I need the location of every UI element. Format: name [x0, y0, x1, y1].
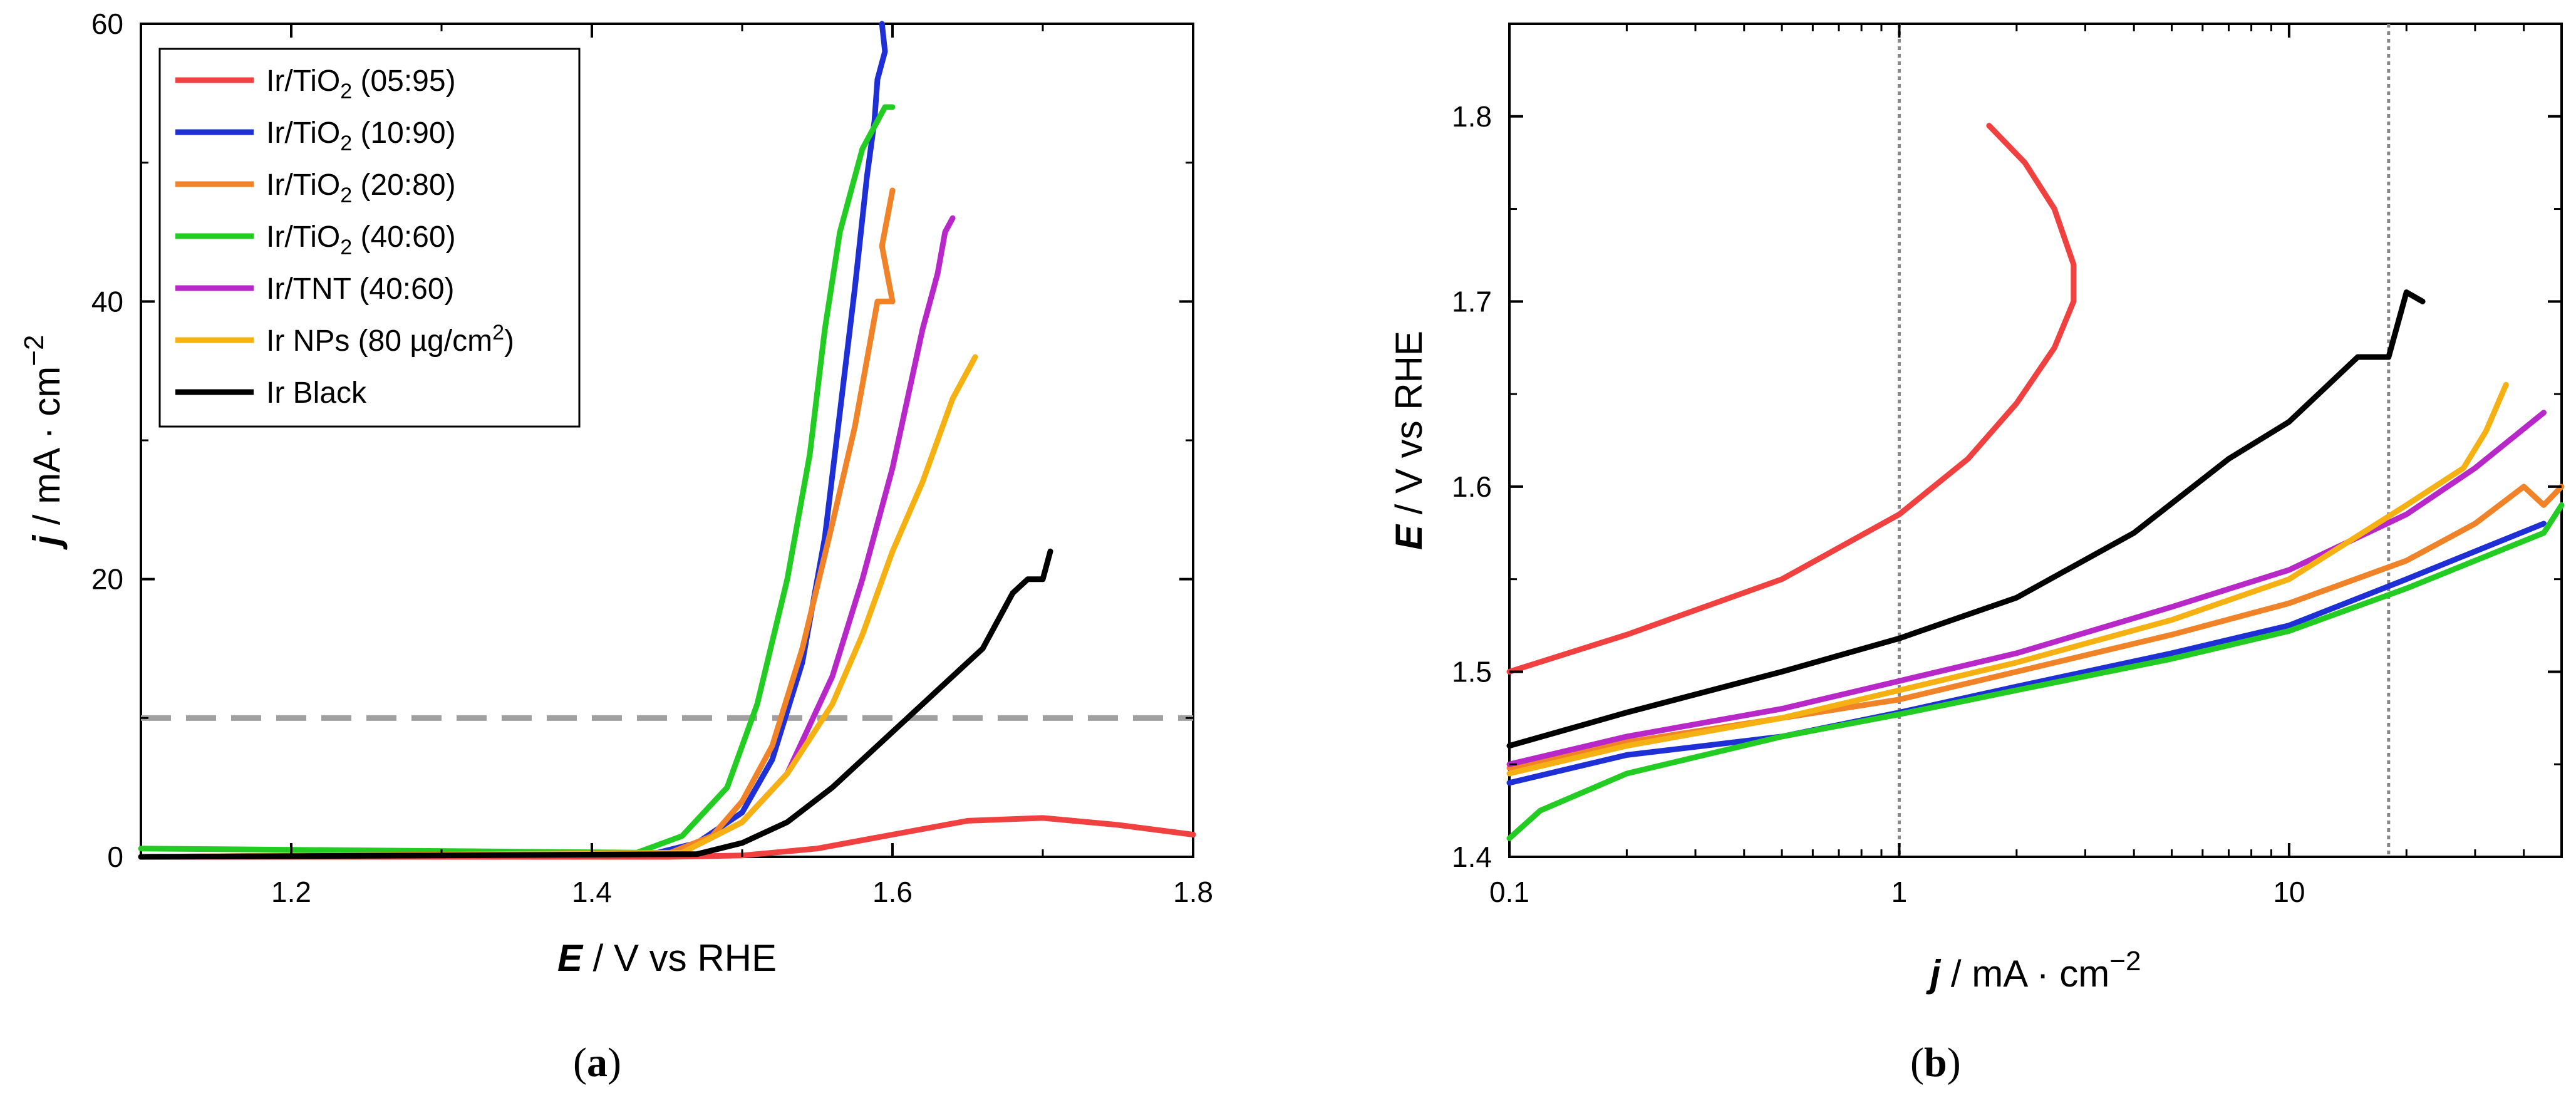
- panel-b-plot-area: [1508, 23, 2563, 858]
- panel-a-legend: Ir/TiO2 (05:95) Ir/TiO2 (10:90) Ir/TiO2 (2…: [158, 48, 581, 428]
- y-tick-label: 60: [91, 8, 123, 40]
- legend-label-ir_tio2_10_90: Ir/TiO2 (10:90): [266, 117, 456, 155]
- x-tick-label: 10: [2273, 876, 2305, 908]
- series-line-ir_black: [138, 548, 1053, 860]
- panel-b-x-axis-title: j / mA · cm−2: [1926, 946, 2141, 995]
- legend-label-ir_black: Ir Black: [266, 376, 367, 410]
- panel-b-ticks: 0.1 1 10 1.4 1.5 1.6 1.7 1.8: [1452, 24, 2563, 908]
- series-line-ir_tio2_10_90: [1506, 521, 2547, 786]
- x-tick-label: 1.6: [872, 876, 913, 908]
- panel-b-y-axis-title: E / V vs RHE: [1388, 331, 1430, 550]
- series-line-ir_tnt_40_60: [1506, 410, 2547, 767]
- panel-a-series: [138, 21, 1196, 860]
- x-tick-label: 0.1: [1489, 876, 1529, 908]
- panel-a-y-axis-title: j / mA · cm−2: [19, 335, 68, 551]
- y-tick-label: 20: [91, 563, 123, 596]
- series-line-ir_tio2_05_95: [1506, 123, 2077, 675]
- series-line-ir_nps: [138, 354, 978, 860]
- legend-label-ir_nps: Ir NPs (80 µg/cm2): [266, 321, 514, 358]
- panel-b-reference-lines: [1897, 24, 2391, 857]
- panel-a-x-axis-title: E / V vs RHE: [557, 937, 777, 979]
- legend-label-ir_tio2_05_95: Ir/TiO2 (05:95): [266, 65, 456, 103]
- series-line-ir_black: [1506, 289, 2426, 749]
- y-tick-label: 1.7: [1452, 285, 1492, 318]
- series-line-ir_tio2_40_60: [138, 104, 896, 856]
- series-line-ir_tio2_40_60: [1506, 502, 2565, 841]
- x-tick-label: 1.4: [572, 876, 612, 908]
- y-tick-label: 1.8: [1452, 100, 1492, 133]
- y-tick-label: 1.6: [1452, 470, 1492, 503]
- y-tick-label: 1.4: [1452, 841, 1492, 873]
- y-tick-label: 0: [107, 841, 123, 873]
- y-tick-label: 40: [91, 285, 123, 318]
- panel-a-ticks: 1.2 1.4 1.6 1.8 0 20 40 60: [91, 8, 1213, 908]
- panel-b-label: (b): [1910, 1040, 1961, 1085]
- legend-label-ir_tnt_40_60: Ir/TNT (40:60): [266, 272, 455, 306]
- panel-b-series: [1506, 123, 2565, 841]
- x-tick-label: 1: [1891, 876, 1908, 908]
- panel-a-label: (a): [573, 1040, 621, 1085]
- x-tick-label: 1.2: [271, 876, 311, 908]
- y-tick-label: 1.5: [1452, 655, 1492, 688]
- legend-label-ir_tio2_40_60: Ir/TiO2 (40:60): [266, 220, 456, 259]
- legend-label-ir_tio2_20_80: Ir/TiO2 (20:80): [266, 168, 456, 207]
- x-tick-label: 1.8: [1173, 876, 1213, 908]
- series-line-ir_tio2_20_80: [1506, 484, 2565, 771]
- panel-b-chart: 0.1 1 10 1.4 1.5 1.6 1.7 1.8 j / mA · cm−2 E / …: [1388, 23, 2565, 1085]
- series-line-ir_nps: [1506, 381, 2509, 777]
